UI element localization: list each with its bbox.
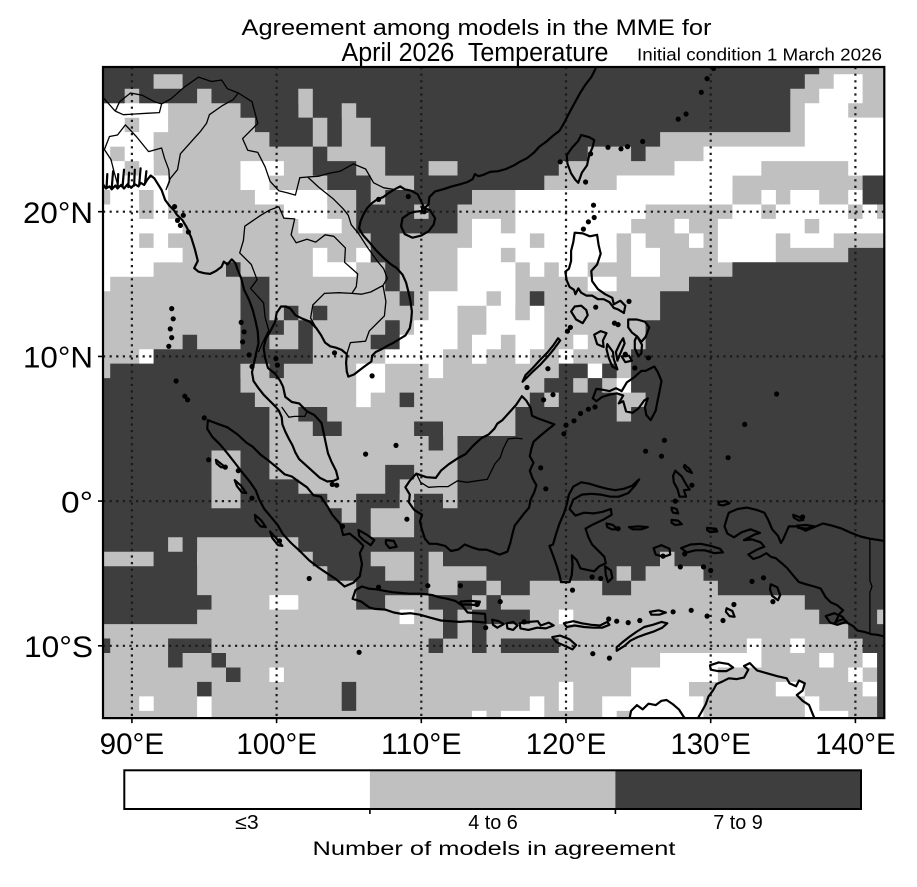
- svg-text:Number of models in agreement: Number of models in agreement: [313, 838, 677, 860]
- svg-text:April 2026 Temperature: April 2026 Temperature: [342, 39, 609, 67]
- svg-text:140°E: 140°E: [815, 728, 896, 761]
- svg-text:Agreement among models in the: Agreement among models in the MME for: [242, 15, 713, 40]
- svg-text:120°E: 120°E: [526, 728, 607, 761]
- svg-text:110°E: 110°E: [381, 728, 462, 761]
- svg-text:≤3: ≤3: [235, 812, 259, 834]
- svg-text:10°S: 10°S: [24, 631, 93, 664]
- svg-text:Initial condition 1 March 2026: Initial condition 1 March 2026: [637, 45, 882, 65]
- svg-text:100°E: 100°E: [236, 728, 317, 761]
- svg-text:0°: 0°: [61, 486, 93, 519]
- svg-text:7 to 9: 7 to 9: [713, 812, 763, 834]
- svg-text:4 to 6: 4 to 6: [468, 812, 518, 834]
- svg-text:130°E: 130°E: [670, 728, 751, 761]
- svg-text:10°N: 10°N: [23, 342, 93, 375]
- svg-text:20°N: 20°N: [23, 197, 93, 230]
- svg-text:90°E: 90°E: [100, 728, 165, 761]
